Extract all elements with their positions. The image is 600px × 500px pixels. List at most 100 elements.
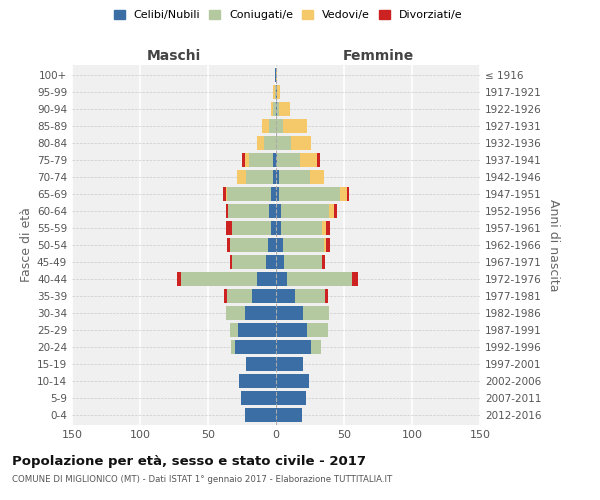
Bar — [271, 187, 276, 201]
Bar — [275, 68, 276, 82]
Y-axis label: Anni di nascita: Anni di nascita — [547, 198, 560, 291]
Bar — [266, 255, 276, 269]
Bar — [264, 136, 276, 150]
Bar — [276, 289, 295, 303]
Bar — [326, 238, 331, 252]
Bar — [281, 221, 322, 235]
Bar — [224, 289, 227, 303]
Bar — [226, 204, 229, 218]
Bar — [276, 408, 302, 422]
Bar — [273, 102, 276, 116]
Bar — [232, 221, 271, 235]
Bar — [236, 170, 246, 184]
Bar — [310, 170, 323, 184]
Bar — [246, 170, 273, 184]
Y-axis label: Fasce di età: Fasce di età — [20, 208, 33, 282]
Bar — [230, 323, 238, 337]
Bar — [257, 136, 264, 150]
Bar — [322, 221, 326, 235]
Bar — [227, 289, 251, 303]
Bar — [230, 255, 232, 269]
Bar — [238, 323, 276, 337]
Bar — [325, 289, 328, 303]
Bar — [329, 204, 334, 218]
Bar — [239, 374, 276, 388]
Bar — [177, 272, 181, 286]
Text: COMUNE DI MIGLIONICO (MT) - Dati ISTAT 1° gennaio 2017 - Elaborazione TUTTITALIA: COMUNE DI MIGLIONICO (MT) - Dati ISTAT 1… — [12, 475, 392, 484]
Bar — [323, 238, 326, 252]
Bar — [303, 306, 329, 320]
Bar — [307, 323, 328, 337]
Bar — [268, 238, 276, 252]
Bar — [276, 391, 306, 405]
Bar — [257, 272, 276, 286]
Bar — [283, 238, 323, 252]
Bar — [251, 289, 276, 303]
Bar — [311, 340, 321, 354]
Bar — [227, 187, 271, 201]
Bar — [291, 136, 311, 150]
Legend: Celibi/Nubili, Coniugati/e, Vedovi/e, Divorziati/e: Celibi/Nubili, Coniugati/e, Vedovi/e, Di… — [109, 6, 467, 25]
Bar — [273, 170, 276, 184]
Bar — [276, 85, 277, 99]
Bar — [277, 85, 280, 99]
Text: Popolazione per età, sesso e stato civile - 2017: Popolazione per età, sesso e stato civil… — [12, 455, 366, 468]
Bar — [276, 204, 281, 218]
Bar — [276, 187, 279, 201]
Bar — [279, 170, 310, 184]
Text: Femmine: Femmine — [343, 50, 413, 64]
Bar — [276, 357, 303, 371]
Bar — [226, 187, 227, 201]
Bar — [276, 170, 279, 184]
Bar — [273, 153, 276, 167]
Bar — [271, 221, 276, 235]
Bar — [279, 187, 340, 201]
Bar — [271, 102, 273, 116]
Bar — [283, 119, 307, 133]
Bar — [287, 272, 352, 286]
Bar — [232, 255, 266, 269]
Bar — [352, 272, 358, 286]
Bar — [284, 255, 322, 269]
Bar — [181, 272, 257, 286]
Bar — [276, 153, 277, 167]
Bar — [276, 306, 303, 320]
Text: Maschi: Maschi — [147, 50, 201, 64]
Bar — [262, 119, 269, 133]
Bar — [276, 323, 307, 337]
Bar — [277, 102, 279, 116]
Bar — [276, 221, 281, 235]
Bar — [242, 153, 245, 167]
Bar — [326, 221, 331, 235]
Bar — [322, 255, 325, 269]
Bar — [269, 119, 276, 133]
Bar — [340, 187, 347, 201]
Bar — [241, 391, 276, 405]
Bar — [226, 221, 232, 235]
Bar — [235, 340, 276, 354]
Bar — [276, 272, 287, 286]
Bar — [276, 340, 311, 354]
Bar — [276, 102, 277, 116]
Bar — [273, 85, 275, 99]
Bar — [227, 238, 230, 252]
Bar — [226, 306, 245, 320]
Bar — [276, 136, 291, 150]
Bar — [317, 153, 320, 167]
Bar — [223, 187, 226, 201]
Bar — [275, 85, 276, 99]
Bar — [301, 153, 317, 167]
Bar — [245, 306, 276, 320]
Bar — [249, 153, 273, 167]
Bar — [276, 238, 283, 252]
Bar — [230, 238, 268, 252]
Bar — [245, 153, 249, 167]
Bar — [276, 374, 308, 388]
Bar — [269, 204, 276, 218]
Bar — [276, 255, 284, 269]
Bar — [246, 357, 276, 371]
Bar — [334, 204, 337, 218]
Bar — [276, 119, 283, 133]
Bar — [347, 187, 349, 201]
Bar — [276, 68, 277, 82]
